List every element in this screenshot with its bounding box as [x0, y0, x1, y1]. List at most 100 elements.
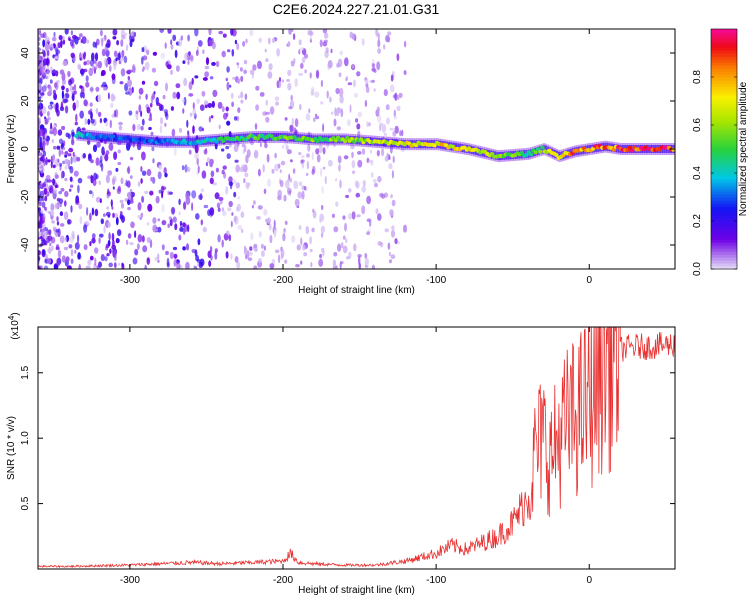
noise-speckle — [105, 121, 108, 127]
noise-speckle — [87, 140, 91, 145]
noise-speckle — [165, 112, 169, 120]
colorbar-cell — [711, 32, 737, 36]
noise-speckle — [181, 165, 185, 171]
noise-speckle — [152, 217, 157, 224]
noise-speckle — [149, 190, 154, 196]
noise-speckle — [40, 109, 43, 116]
noise-speckle — [194, 29, 199, 37]
noise-speckle — [403, 224, 407, 233]
noise-speckle — [249, 29, 254, 37]
noise-speckle — [145, 93, 148, 100]
noise-speckle — [83, 68, 88, 73]
noise-speckle — [89, 59, 94, 67]
noise-speckle — [170, 106, 174, 111]
noise-speckle — [204, 65, 210, 70]
noise-speckle — [38, 36, 41, 41]
noise-speckle — [237, 78, 241, 84]
noise-speckle — [292, 168, 296, 174]
noise-speckle — [214, 192, 220, 200]
noise-speckle — [201, 127, 204, 132]
noise-speckle — [226, 120, 231, 126]
noise-speckle — [366, 218, 372, 223]
y-scale-note: (x104) — [7, 312, 21, 339]
noise-speckle — [85, 265, 91, 269]
noise-speckle — [208, 39, 213, 47]
noise-speckle — [137, 215, 141, 219]
noise-speckle — [312, 165, 316, 174]
noise-speckle — [348, 251, 352, 259]
noise-speckle — [114, 213, 119, 218]
noise-speckle — [121, 49, 125, 58]
noise-speckle — [101, 69, 106, 76]
noise-speckle — [309, 248, 313, 253]
noise-speckle — [64, 165, 68, 170]
noise-speckle — [70, 52, 75, 58]
noise-speckle — [157, 253, 160, 261]
noise-speckle — [236, 42, 240, 51]
noise-speckle — [225, 186, 229, 195]
noise-speckle — [63, 246, 69, 251]
noise-speckle — [161, 244, 165, 251]
noise-speckle — [240, 99, 244, 104]
noise-speckle — [235, 182, 240, 189]
noise-speckle — [69, 84, 73, 93]
noise-speckle — [166, 64, 172, 70]
noise-speckle — [131, 31, 135, 37]
y-scale-note-base: (x10 — [10, 320, 21, 340]
noise-speckle — [342, 215, 346, 220]
noise-speckle — [63, 211, 69, 221]
noise-speckle — [128, 110, 133, 116]
noise-speckle — [321, 204, 324, 211]
noise-speckle — [95, 196, 101, 203]
noise-speckle — [101, 48, 106, 57]
noise-speckle — [155, 96, 159, 105]
noise-speckle — [314, 113, 318, 117]
noise-speckle — [178, 198, 181, 205]
noise-speckle — [345, 194, 349, 199]
noise-speckle — [42, 213, 46, 222]
noise-speckle — [322, 147, 326, 155]
noise-speckle — [61, 149, 64, 155]
noise-speckle — [392, 130, 397, 137]
noise-speckle — [227, 207, 232, 212]
colorbar-cell — [711, 266, 737, 270]
noise-speckle — [64, 154, 68, 158]
noise-speckle — [58, 198, 64, 204]
noise-speckle — [97, 60, 103, 69]
noise-speckle — [339, 261, 342, 269]
ridge-point — [554, 152, 559, 157]
noise-speckle — [388, 259, 393, 264]
noise-speckle — [87, 118, 91, 125]
noise-speckle — [83, 99, 88, 107]
noise-speckle — [92, 178, 97, 187]
noise-speckle — [172, 91, 177, 99]
noise-speckle — [85, 220, 89, 225]
noise-speckle — [117, 52, 121, 61]
noise-speckle — [185, 243, 190, 251]
noise-speckle — [268, 63, 273, 71]
noise-speckle — [194, 151, 199, 160]
colorbar-cell — [711, 80, 737, 84]
noise-speckle — [347, 188, 352, 193]
ridge-halo-cell — [541, 145, 544, 154]
noise-speckle — [40, 33, 45, 38]
noise-speckle — [38, 47, 41, 52]
noise-speckle — [261, 250, 265, 257]
colorbar-cell — [711, 242, 737, 246]
noise-speckle — [186, 224, 190, 233]
snr-series-line — [38, 327, 675, 569]
noise-speckle — [298, 224, 302, 231]
noise-speckle — [67, 265, 72, 269]
noise-speckle — [301, 190, 305, 200]
colorbar-cell — [711, 86, 737, 90]
noise-speckle — [372, 178, 377, 183]
noise-speckle — [234, 159, 239, 163]
noise-speckle — [65, 132, 70, 138]
noise-speckle — [215, 60, 220, 68]
noise-speckle — [221, 169, 225, 175]
noise-speckle — [281, 79, 284, 83]
noise-speckle — [58, 148, 61, 157]
noise-speckle — [60, 223, 65, 227]
noise-speckle — [91, 237, 96, 244]
noise-speckle — [380, 122, 383, 127]
